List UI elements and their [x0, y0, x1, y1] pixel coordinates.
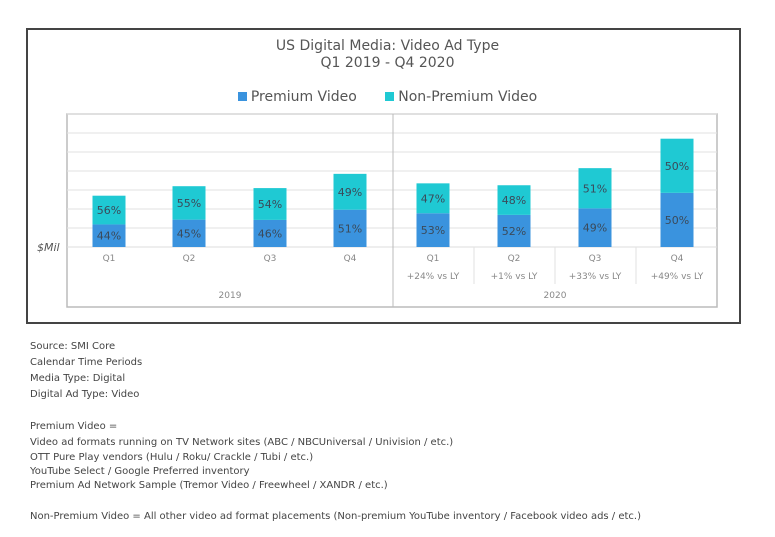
- data-label-non-premium: 47%: [421, 192, 445, 205]
- x-tick-label: Q1: [103, 254, 116, 264]
- bar-non-premium-video: [333, 173, 367, 210]
- bar-premium-video: [172, 219, 206, 247]
- bar-non-premium-video: [253, 188, 287, 220]
- note-line: Video ad formats running on TV Network s…: [30, 437, 454, 448]
- x-tick-label: Q2: [183, 254, 196, 264]
- data-label-non-premium: 49%: [338, 186, 362, 199]
- group-label-2019: 2019: [219, 291, 242, 301]
- data-label-premium: 51%: [338, 222, 362, 235]
- note-line: Digital Ad Type: Video: [30, 389, 140, 400]
- bar-premium-video: [660, 192, 694, 247]
- chart-title: US Digital Media: Video Ad Type: [275, 38, 500, 54]
- data-label-premium: 44%: [97, 230, 121, 243]
- x-sublabel: +24% vs LY: [407, 272, 460, 282]
- data-label-non-premium: 51%: [583, 182, 607, 195]
- bar-non-premium-video: [92, 195, 126, 225]
- bar-premium-video: [92, 224, 126, 247]
- bar-non-premium-video: [172, 186, 206, 220]
- bar-premium-video: [333, 209, 367, 247]
- bar-premium-video: [497, 214, 531, 247]
- bar-premium-video: [578, 208, 612, 247]
- legend-swatch: [237, 92, 247, 101]
- legend-item-premium: Premium Video: [237, 89, 357, 105]
- chart-subtitle: Q1 2019 - Q4 2020: [320, 55, 455, 71]
- data-label-premium: 49%: [583, 222, 607, 235]
- x-tick-label: Q4: [344, 254, 357, 264]
- x-sublabel: +1% vs LY: [491, 272, 538, 282]
- note-line: Premium Video =: [30, 421, 118, 432]
- data-label-premium: 52%: [502, 225, 526, 238]
- x-tick-label: Q3: [264, 254, 277, 264]
- chart-frame: [26, 28, 741, 324]
- note-line: Calendar Time Periods: [30, 357, 143, 368]
- x-tick-label: Q4: [671, 254, 684, 264]
- data-label-premium: 45%: [177, 227, 201, 240]
- data-label-non-premium: 48%: [502, 194, 526, 207]
- y-axis-label: $Mil: [37, 241, 60, 254]
- bar-premium-video: [253, 219, 287, 247]
- data-label-premium: 46%: [258, 227, 282, 240]
- data-label-premium: 50%: [665, 214, 689, 227]
- note-line: Non-Premium Video = All other video ad f…: [30, 511, 642, 522]
- bar-non-premium-video: [578, 168, 612, 209]
- legend: Premium Video Non-Premium Video: [0, 89, 775, 105]
- data-label-non-premium: 54%: [258, 198, 282, 211]
- x-tick-label: Q1: [427, 254, 440, 264]
- bar-non-premium-video: [416, 183, 450, 214]
- x-tick-label: Q2: [508, 254, 521, 264]
- group-label-2020: 2020: [544, 291, 567, 301]
- legend-swatch: [385, 92, 395, 101]
- note-line: YouTube Select / Google Preferred invent…: [30, 466, 250, 477]
- legend-label: Premium Video: [250, 89, 357, 105]
- bar-non-premium-video: [660, 138, 694, 193]
- data-label-non-premium: 55%: [177, 197, 201, 210]
- data-label-non-premium: 50%: [665, 160, 689, 173]
- x-sublabel: +33% vs LY: [569, 272, 622, 282]
- note-line: OTT Pure Play vendors (Hulu / Roku/ Crac…: [30, 452, 314, 463]
- data-label-non-premium: 56%: [97, 204, 121, 217]
- x-tick-label: Q3: [589, 254, 602, 264]
- note-line: Media Type: Digital: [30, 373, 126, 384]
- x-sublabel: +49% vs LY: [651, 272, 704, 282]
- note-line: Source: SMI Core: [30, 341, 116, 352]
- bar-non-premium-video: [497, 185, 531, 215]
- legend-item-non-premium: Non-Premium Video: [385, 89, 537, 105]
- legend-label: Non-Premium Video: [398, 89, 538, 105]
- data-label-premium: 53%: [421, 224, 445, 237]
- note-line: Premium Ad Network Sample (Tremor Video …: [30, 480, 388, 491]
- bar-premium-video: [416, 213, 450, 247]
